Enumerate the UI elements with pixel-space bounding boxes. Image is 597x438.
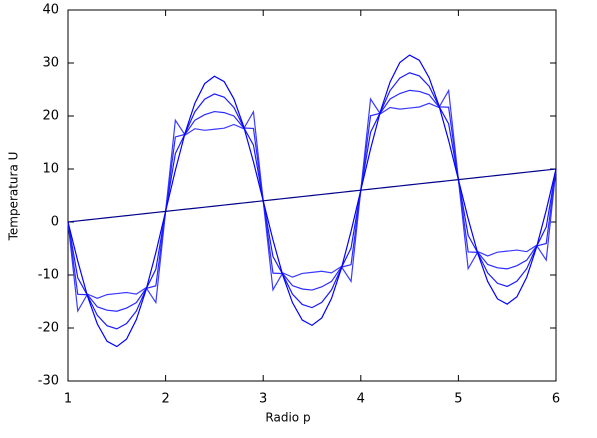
x-tick-label: 4 [357, 392, 365, 407]
y-tick-label: 10 [42, 162, 59, 177]
x-tick-label: 6 [552, 392, 560, 407]
x-tick-label: 1 [64, 392, 72, 407]
x-axis-label: Radio p [265, 411, 310, 425]
plot-frame [67, 9, 557, 382]
y-tick-label: 40 [42, 3, 59, 18]
y-axis-label: Temperatura U [7, 152, 21, 242]
y-tick-label: -10 [38, 268, 59, 283]
y-tick-label: 30 [42, 56, 59, 71]
y-tick-label: 0 [51, 215, 59, 230]
y-tick-label: 20 [42, 109, 59, 124]
x-tick-label: 5 [454, 392, 462, 407]
series-line [67, 168, 557, 223]
series-line [67, 89, 557, 312]
y-tick-label: -20 [38, 321, 59, 336]
x-tick-label: 3 [259, 392, 267, 407]
series-line [67, 54, 557, 348]
x-tick-label: 2 [161, 392, 169, 407]
series-line [67, 88, 557, 313]
y-tick-label: -30 [38, 374, 59, 389]
series-line [67, 72, 557, 330]
